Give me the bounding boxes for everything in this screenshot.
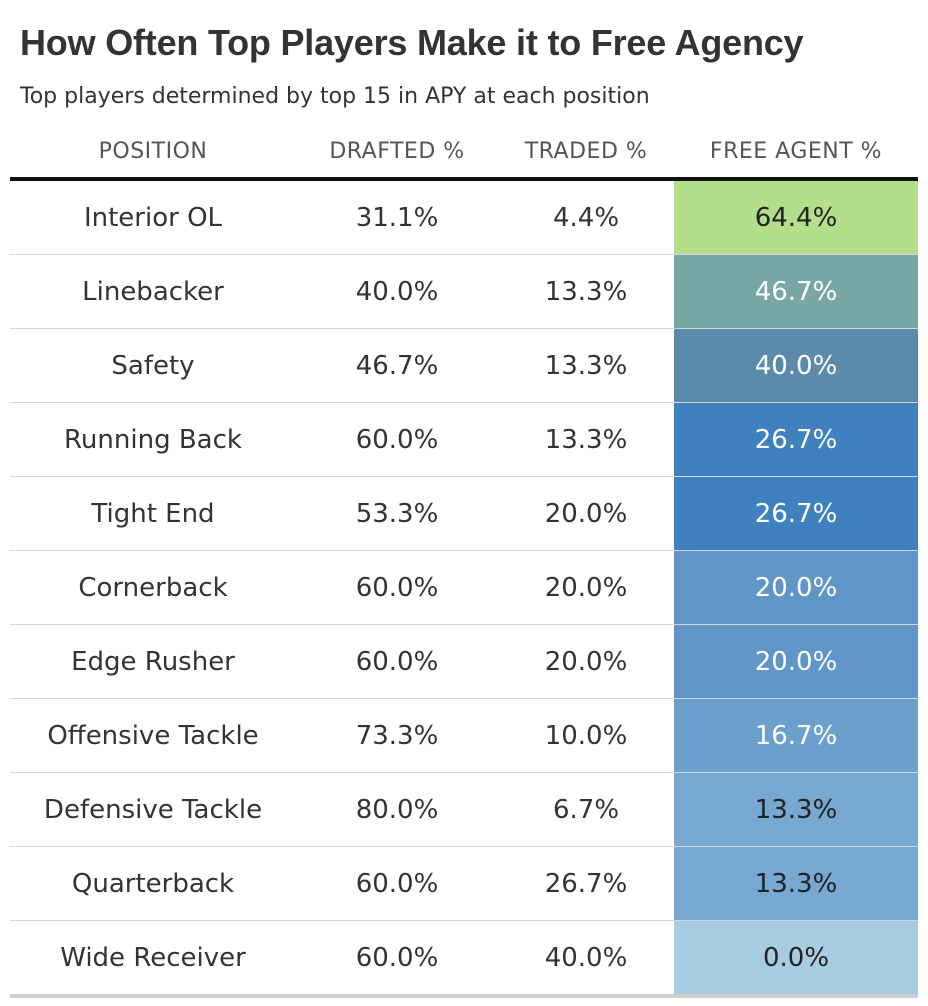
header-position: POSITION (98, 138, 208, 164)
chart-title: How Often Top Players Make it to Free Ag… (20, 22, 804, 63)
drafted-cell: 31.1% (355, 202, 439, 233)
table-header-row: POSITION DRAFTED % TRADED % FREE AGENT % (10, 125, 918, 181)
table-row: Defensive Tackle 80.0% 6.7% 13.3% (10, 773, 918, 847)
free-agent-cell: 26.7% (674, 477, 918, 550)
position-cell: Defensive Tackle (43, 794, 263, 825)
drafted-cell: 60.0% (355, 646, 439, 677)
table-row: Linebacker 40.0% 13.3% 46.7% (10, 255, 918, 329)
position-cell: Wide Receiver (60, 942, 246, 973)
free-agent-cell: 13.3% (674, 847, 918, 920)
position-cell: Tight End (91, 498, 215, 529)
traded-cell: 20.0% (544, 572, 628, 603)
table-row: Running Back 60.0% 13.3% 26.7% (10, 403, 918, 477)
free-agent-cell: 20.0% (674, 625, 918, 698)
traded-cell: 10.0% (544, 720, 628, 751)
free-agent-cell: 13.3% (674, 773, 918, 846)
drafted-cell: 80.0% (355, 794, 439, 825)
position-cell: Edge Rusher (71, 646, 235, 677)
drafted-cell: 60.0% (355, 572, 439, 603)
free-agent-cell: 0.0% (674, 921, 918, 994)
table-row: Wide Receiver 60.0% 40.0% 0.0% (10, 921, 918, 998)
position-cell: Quarterback (71, 868, 235, 899)
drafted-cell: 53.3% (355, 498, 439, 529)
traded-cell: 40.0% (544, 942, 628, 973)
drafted-cell: 46.7% (355, 350, 439, 381)
free-agent-cell: 64.4% (674, 181, 918, 254)
position-cell: Interior OL (83, 202, 223, 233)
data-table: POSITION DRAFTED % TRADED % FREE AGENT %… (10, 125, 918, 998)
free-agent-cell: 46.7% (674, 255, 918, 328)
table-body: Interior OL 31.1% 4.4% 64.4% Linebacker 40.0%… (10, 181, 918, 998)
traded-cell: 20.0% (544, 646, 628, 677)
header-traded: TRADED % (524, 138, 648, 164)
traded-cell: 13.3% (544, 424, 628, 455)
drafted-cell: 73.3% (355, 720, 439, 751)
table-row: Quarterback 60.0% 26.7% 13.3% (10, 847, 918, 921)
table-row: Offensive Tackle 73.3% 10.0% 16.7% (10, 699, 918, 773)
table-row: Edge Rusher 60.0% 20.0% 20.0% (10, 625, 918, 699)
traded-cell: 26.7% (544, 868, 628, 899)
table-row: Cornerback 60.0% 20.0% 20.0% (10, 551, 918, 625)
traded-cell: 13.3% (544, 276, 628, 307)
free-agent-cell: 26.7% (674, 403, 918, 476)
table-row: Tight End 53.3% 20.0% 26.7% (10, 477, 918, 551)
header-free-agent: FREE AGENT % (709, 138, 883, 164)
position-cell: Running Back (64, 424, 242, 455)
table-row: Interior OL 31.1% 4.4% 64.4% (10, 181, 918, 255)
position-cell: Offensive Tackle (47, 720, 259, 751)
free-agent-cell: 20.0% (674, 551, 918, 624)
position-cell: Cornerback (78, 572, 228, 603)
drafted-cell: 60.0% (355, 942, 439, 973)
traded-cell: 13.3% (544, 350, 628, 381)
table-row: Safety 46.7% 13.3% 40.0% (10, 329, 918, 403)
position-cell: Safety (111, 350, 195, 381)
chart-subtitle: Top players determined by top 15 in APY … (20, 84, 650, 109)
drafted-cell: 60.0% (355, 424, 439, 455)
drafted-cell: 60.0% (355, 868, 439, 899)
drafted-cell: 40.0% (355, 276, 439, 307)
traded-cell: 4.4% (552, 202, 620, 233)
free-agent-cell: 40.0% (674, 329, 918, 402)
free-agent-cell: 16.7% (674, 699, 918, 772)
position-cell: Linebacker (82, 276, 224, 307)
header-drafted: DRAFTED % (329, 138, 465, 164)
traded-cell: 6.7% (552, 794, 620, 825)
traded-cell: 20.0% (544, 498, 628, 529)
